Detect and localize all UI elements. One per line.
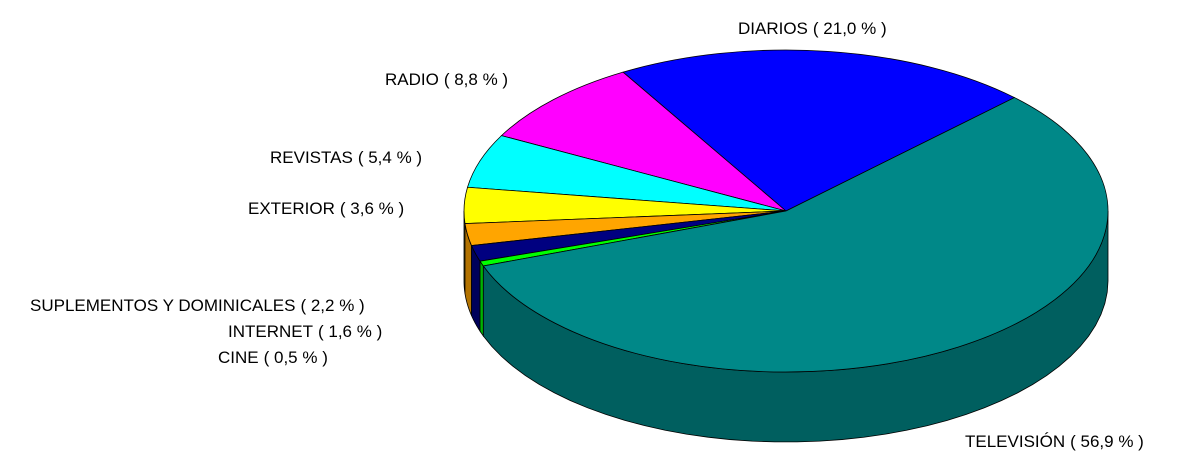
slice (482, 97, 1109, 373)
category-name: SUPLEMENTOS Y DOMINICALES (30, 296, 295, 315)
slice-label: SUPLEMENTOS Y DOMINICALES ( 2,2 % ) (30, 296, 365, 315)
category-name: EXTERIOR (248, 199, 335, 218)
slice-label: DIARIOS ( 21,0 % ) (738, 19, 887, 38)
slice-label: TELEVISIÓN ( 56,9 % ) (965, 432, 1144, 451)
slice-side (479, 259, 484, 338)
category-name: REVISTAS (270, 148, 353, 167)
slice-label: EXTERIOR ( 3,6 % ) (248, 199, 404, 218)
category-name: DIARIOS (738, 19, 808, 38)
value-label: ( 8,8 % ) (444, 70, 508, 89)
value-label: ( 21,0 % ) (813, 19, 887, 38)
value-label: ( 0,5 % ) (264, 348, 328, 367)
category-name: CINE (218, 348, 259, 367)
slice-label: CINE ( 0,5 % ) (218, 348, 328, 367)
category-name: INTERNET (228, 322, 313, 341)
category-name: RADIO (385, 70, 439, 89)
slice (500, 71, 787, 212)
value-label: ( 2,2 % ) (300, 296, 364, 315)
slice-label: REVISTAS ( 5,4 % ) (270, 148, 422, 167)
tops (463, 49, 1109, 373)
value-label: ( 1,6 % ) (318, 322, 382, 341)
slice (622, 49, 1016, 212)
sides (463, 210, 1109, 443)
category-name: TELEVISIÓN (965, 432, 1065, 451)
slice-label: RADIO ( 8,8 % ) (385, 70, 508, 89)
slice-label: INTERNET ( 1,6 % ) (228, 322, 382, 341)
value-label: ( 3,6 % ) (340, 199, 404, 218)
value-label: ( 5,4 % ) (358, 148, 422, 167)
value-label: ( 56,9 % ) (1070, 432, 1144, 451)
